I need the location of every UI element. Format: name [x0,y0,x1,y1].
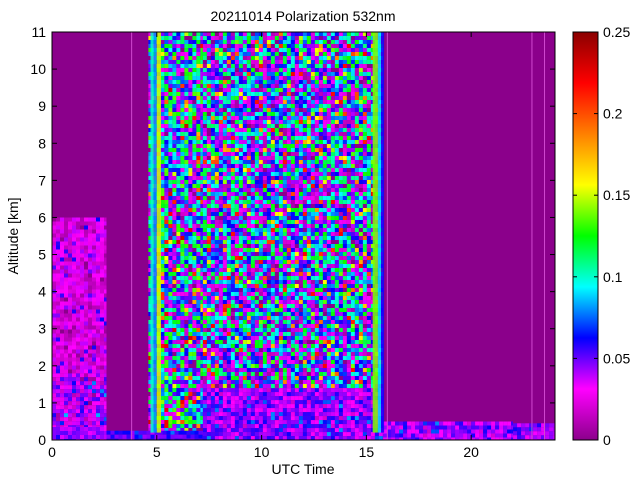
plot-frame [51,31,556,441]
y-axis-label: Altitude [km] [5,197,21,274]
y-tick-label-2: 2 [38,358,46,374]
colorbar-tick-label-3: 0.15 [603,187,630,203]
heatmap-region-6 [202,32,384,389]
colorbar-ticks: 0 0.05 0.1 0.15 0.2 0.25 [573,24,630,448]
x-axis-label: UTC Time [272,461,335,477]
y-tick-label-1: 1 [38,395,46,411]
colorbar-tick-label-0: 0 [603,432,611,448]
y-tick-label-5: 5 [38,247,46,263]
y-tick-label-8: 8 [38,135,46,151]
x-tick-label-0: 0 [48,444,56,460]
colorbar-tick-label-2: 0.1 [603,269,623,285]
x-tick-label-2: 10 [254,444,270,460]
colorbar-tick-label-5: 0.25 [603,24,630,40]
y-tick-label-3: 3 [38,321,46,337]
heatmap-region-1 [52,373,107,427]
heatmap-cells [52,32,555,440]
vertical-band-2 [156,32,161,433]
heatmap-region-2 [52,217,107,374]
colorbar [572,31,599,441]
x-axis-ticks: 0 5 10 15 20 [48,32,479,460]
y-tick-label-7: 7 [38,172,46,188]
colorbar-tick-label-1: 0.05 [603,350,630,366]
heatmap-region-4 [148,32,203,431]
y-tick-label-4: 4 [38,284,46,300]
colorbar-tick-label-4: 0.2 [603,106,623,122]
chart-title: 20211014 Polarization 532nm [211,8,396,24]
x-tick-label-1: 5 [153,444,161,460]
x-tick-label-4: 20 [463,444,479,460]
heatmap-region-8 [513,423,555,440]
vertical-band-3 [372,32,378,433]
y-tick-label-9: 9 [38,98,46,114]
y-tick-label-10: 10 [30,61,46,77]
vertical-band-1 [153,32,157,433]
vertical-band-4 [377,32,381,433]
vertical-band-5 [381,32,385,433]
heatmap-region-3 [106,430,203,440]
plot-area [51,31,556,441]
y-tick-label-0: 0 [38,432,46,448]
y-tick-label-11: 11 [31,24,46,40]
x-tick-label-3: 15 [359,444,375,460]
heatmap-region-0 [52,427,107,440]
heatmap-region-7 [383,421,513,440]
y-tick-label-6: 6 [38,209,46,225]
y-axis-ticks: 0 1 2 3 4 5 6 7 8 9 10 11 [30,24,555,448]
vertical-band-0 [150,32,154,433]
heatmap-region-5 [202,388,384,440]
